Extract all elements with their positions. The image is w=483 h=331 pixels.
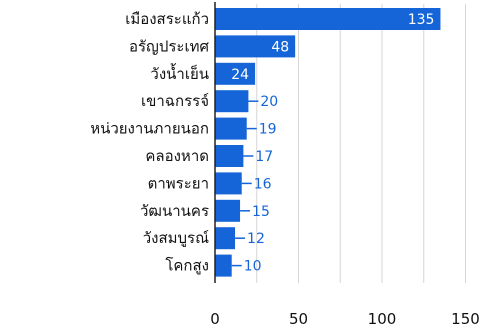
category-label: ตาพระยา: [148, 174, 209, 192]
category-label: วัฒนานคร: [140, 202, 209, 220]
category-label: อรัญประเทศ: [129, 37, 209, 55]
category-labels: เมืองสระแก้วอรัญประเทศวังน้ำเย็นเขาฉกรรจ…: [90, 10, 209, 275]
category-label: เขาฉกรรจ์: [141, 92, 209, 110]
bar: [215, 117, 247, 140]
x-tick-labels: 0 50 100 150: [210, 310, 480, 328]
value-label: 135: [408, 12, 435, 28]
category-label: หน่วยงานภายนอก: [90, 120, 209, 138]
x-tick-label: 50: [289, 310, 308, 328]
x-tick-label: 150: [451, 310, 480, 328]
category-label: คลองหาด: [145, 147, 209, 165]
category-label: วังน้ำเย็น: [150, 63, 209, 83]
value-label: 20: [260, 94, 278, 110]
bar: [215, 8, 441, 30]
category-label: วังสมบูรณ์: [143, 229, 209, 247]
bar: [215, 254, 232, 277]
bar: [215, 145, 244, 167]
bar: [215, 90, 249, 113]
bar: [215, 62, 256, 85]
grid-lines: [256, 4, 466, 283]
category-label: เมืองสระแก้ว: [125, 10, 209, 28]
bar: [215, 199, 241, 222]
value-label: 12: [247, 231, 265, 247]
x-tick-label: 100: [368, 310, 397, 328]
bar: [215, 172, 242, 195]
bars: [215, 8, 441, 277]
bar: [215, 35, 296, 58]
x-tick-label: 0: [210, 310, 220, 328]
value-labels: 135 48 24 20 19 17 16 15 12 10: [231, 12, 434, 275]
value-label: 16: [254, 176, 272, 192]
value-label: 15: [252, 204, 270, 220]
category-label: โคกสูง: [165, 257, 209, 275]
value-label: 17: [255, 149, 273, 165]
value-label: 48: [271, 39, 289, 55]
bar: [215, 227, 236, 250]
value-label: 24: [231, 67, 249, 83]
value-label: 19: [259, 122, 277, 138]
value-label: 10: [244, 259, 262, 275]
